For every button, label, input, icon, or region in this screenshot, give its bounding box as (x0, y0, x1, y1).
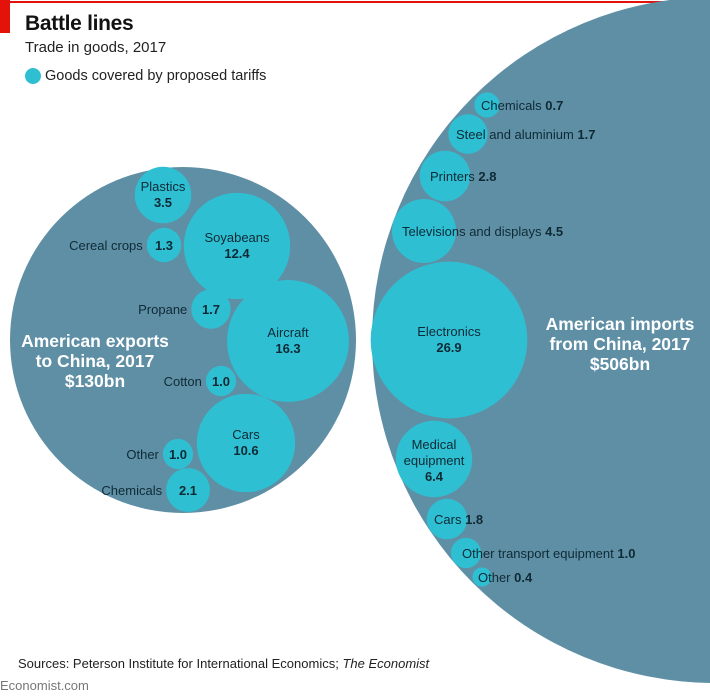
label-export-propane: Propane (138, 302, 187, 317)
label-export-chemicals-value: 2.1 (179, 483, 197, 498)
bubble-export-chemicals (166, 468, 210, 512)
label-export-cars-value: 10.6 (233, 443, 258, 458)
legend-swatch-icon (25, 68, 41, 84)
label-import-printers: Printers 2.8 (430, 169, 496, 184)
bubble-import-steel-and-aluminium (448, 114, 488, 154)
bubble-import-chemicals (474, 92, 500, 118)
label-export-aircraft: Aircraft (267, 325, 309, 340)
label-import-cars: Cars 1.8 (434, 512, 483, 527)
source-text: Sources: Peterson Institute for Internat… (18, 656, 343, 671)
source-italic: The Economist (342, 656, 430, 671)
label-export-soyabeans-value: 12.4 (224, 246, 250, 261)
label-import-televisions-and-displays: Televisions and displays 4.5 (402, 224, 563, 239)
legend-label: Goods covered by proposed tariffs (45, 68, 267, 84)
label-export-cars: Cars (232, 427, 260, 442)
label-import-other-transport-equipment: Other transport equipment 1.0 (462, 546, 635, 561)
bubble-import-printers (419, 150, 471, 202)
exports-title-line-1: American exports (21, 331, 169, 351)
bubble-export-cars (196, 393, 296, 493)
label-import-medical-equipment-line2: equipment (404, 453, 465, 468)
label-export-soyabeans: Soyabeans (204, 230, 270, 245)
label-export-plastics: Plastics (141, 179, 186, 194)
bubble-export-plastics (134, 166, 192, 224)
legend: Goods covered by proposed tariffs (25, 68, 266, 84)
bubble-import-cars (426, 498, 468, 540)
label-export-cotton-value: 1.0 (212, 374, 230, 389)
chart-subtitle: Trade in goods, 2017 (25, 39, 167, 56)
bubble-import-medical-equipment (395, 420, 473, 498)
bubble-import-other-transport-equipment (450, 537, 482, 569)
label-export-other: Other (126, 447, 159, 462)
label-import-electronics-value: 26.9 (436, 340, 461, 355)
top-rule (0, 1, 710, 3)
label-export-plastics-value: 3.5 (154, 195, 172, 210)
label-export-aircraft-value: 16.3 (275, 341, 300, 356)
bubble-export-cotton (205, 365, 237, 397)
imports-title-line-1: American imports (546, 314, 695, 334)
bubble-import-electronics (370, 261, 528, 419)
brand-credit: Economist.com (0, 678, 89, 693)
bubble-export-soyabeans (183, 192, 291, 300)
bubble-import-other (472, 567, 492, 587)
bubble-import-televisions-and-displays (391, 198, 457, 264)
imports-title-line-3: $506bn (590, 354, 650, 374)
label-export-cereal-crops: Cereal crops (69, 238, 143, 253)
label-import-chemicals: Chemicals 0.7 (481, 98, 563, 113)
source-note: Sources: Peterson Institute for Internat… (18, 656, 429, 671)
exports-title-line-2: to China, 2017 (36, 351, 155, 371)
label-import-steel-and-aluminium: Steel and aluminium 1.7 (456, 127, 595, 142)
exports-title-line-3: $130bn (65, 371, 125, 391)
label-import-other: Other 0.4 (478, 570, 533, 585)
label-import-medical-equipment-value: 6.4 (425, 469, 444, 484)
brand-red-tag (0, 0, 10, 33)
label-export-propane-value: 1.7 (202, 302, 220, 317)
bubble-export-other (162, 438, 194, 470)
imports-title-line-2: from China, 2017 (549, 334, 690, 354)
label-import-electronics: Electronics (417, 324, 481, 339)
bubble-export-cereal-crops (146, 227, 182, 263)
bubble-export-aircraft (227, 280, 349, 402)
label-import-medical-equipment-line1: Medical (412, 437, 457, 452)
label-export-other-value: 1.0 (169, 447, 187, 462)
label-export-cereal-crops-value: 1.3 (155, 238, 173, 253)
label-export-cotton: Cotton (164, 374, 202, 389)
chart-title: Battle lines (25, 12, 134, 35)
bubble-export-propane (191, 289, 231, 329)
label-export-chemicals: Chemicals (101, 483, 162, 498)
